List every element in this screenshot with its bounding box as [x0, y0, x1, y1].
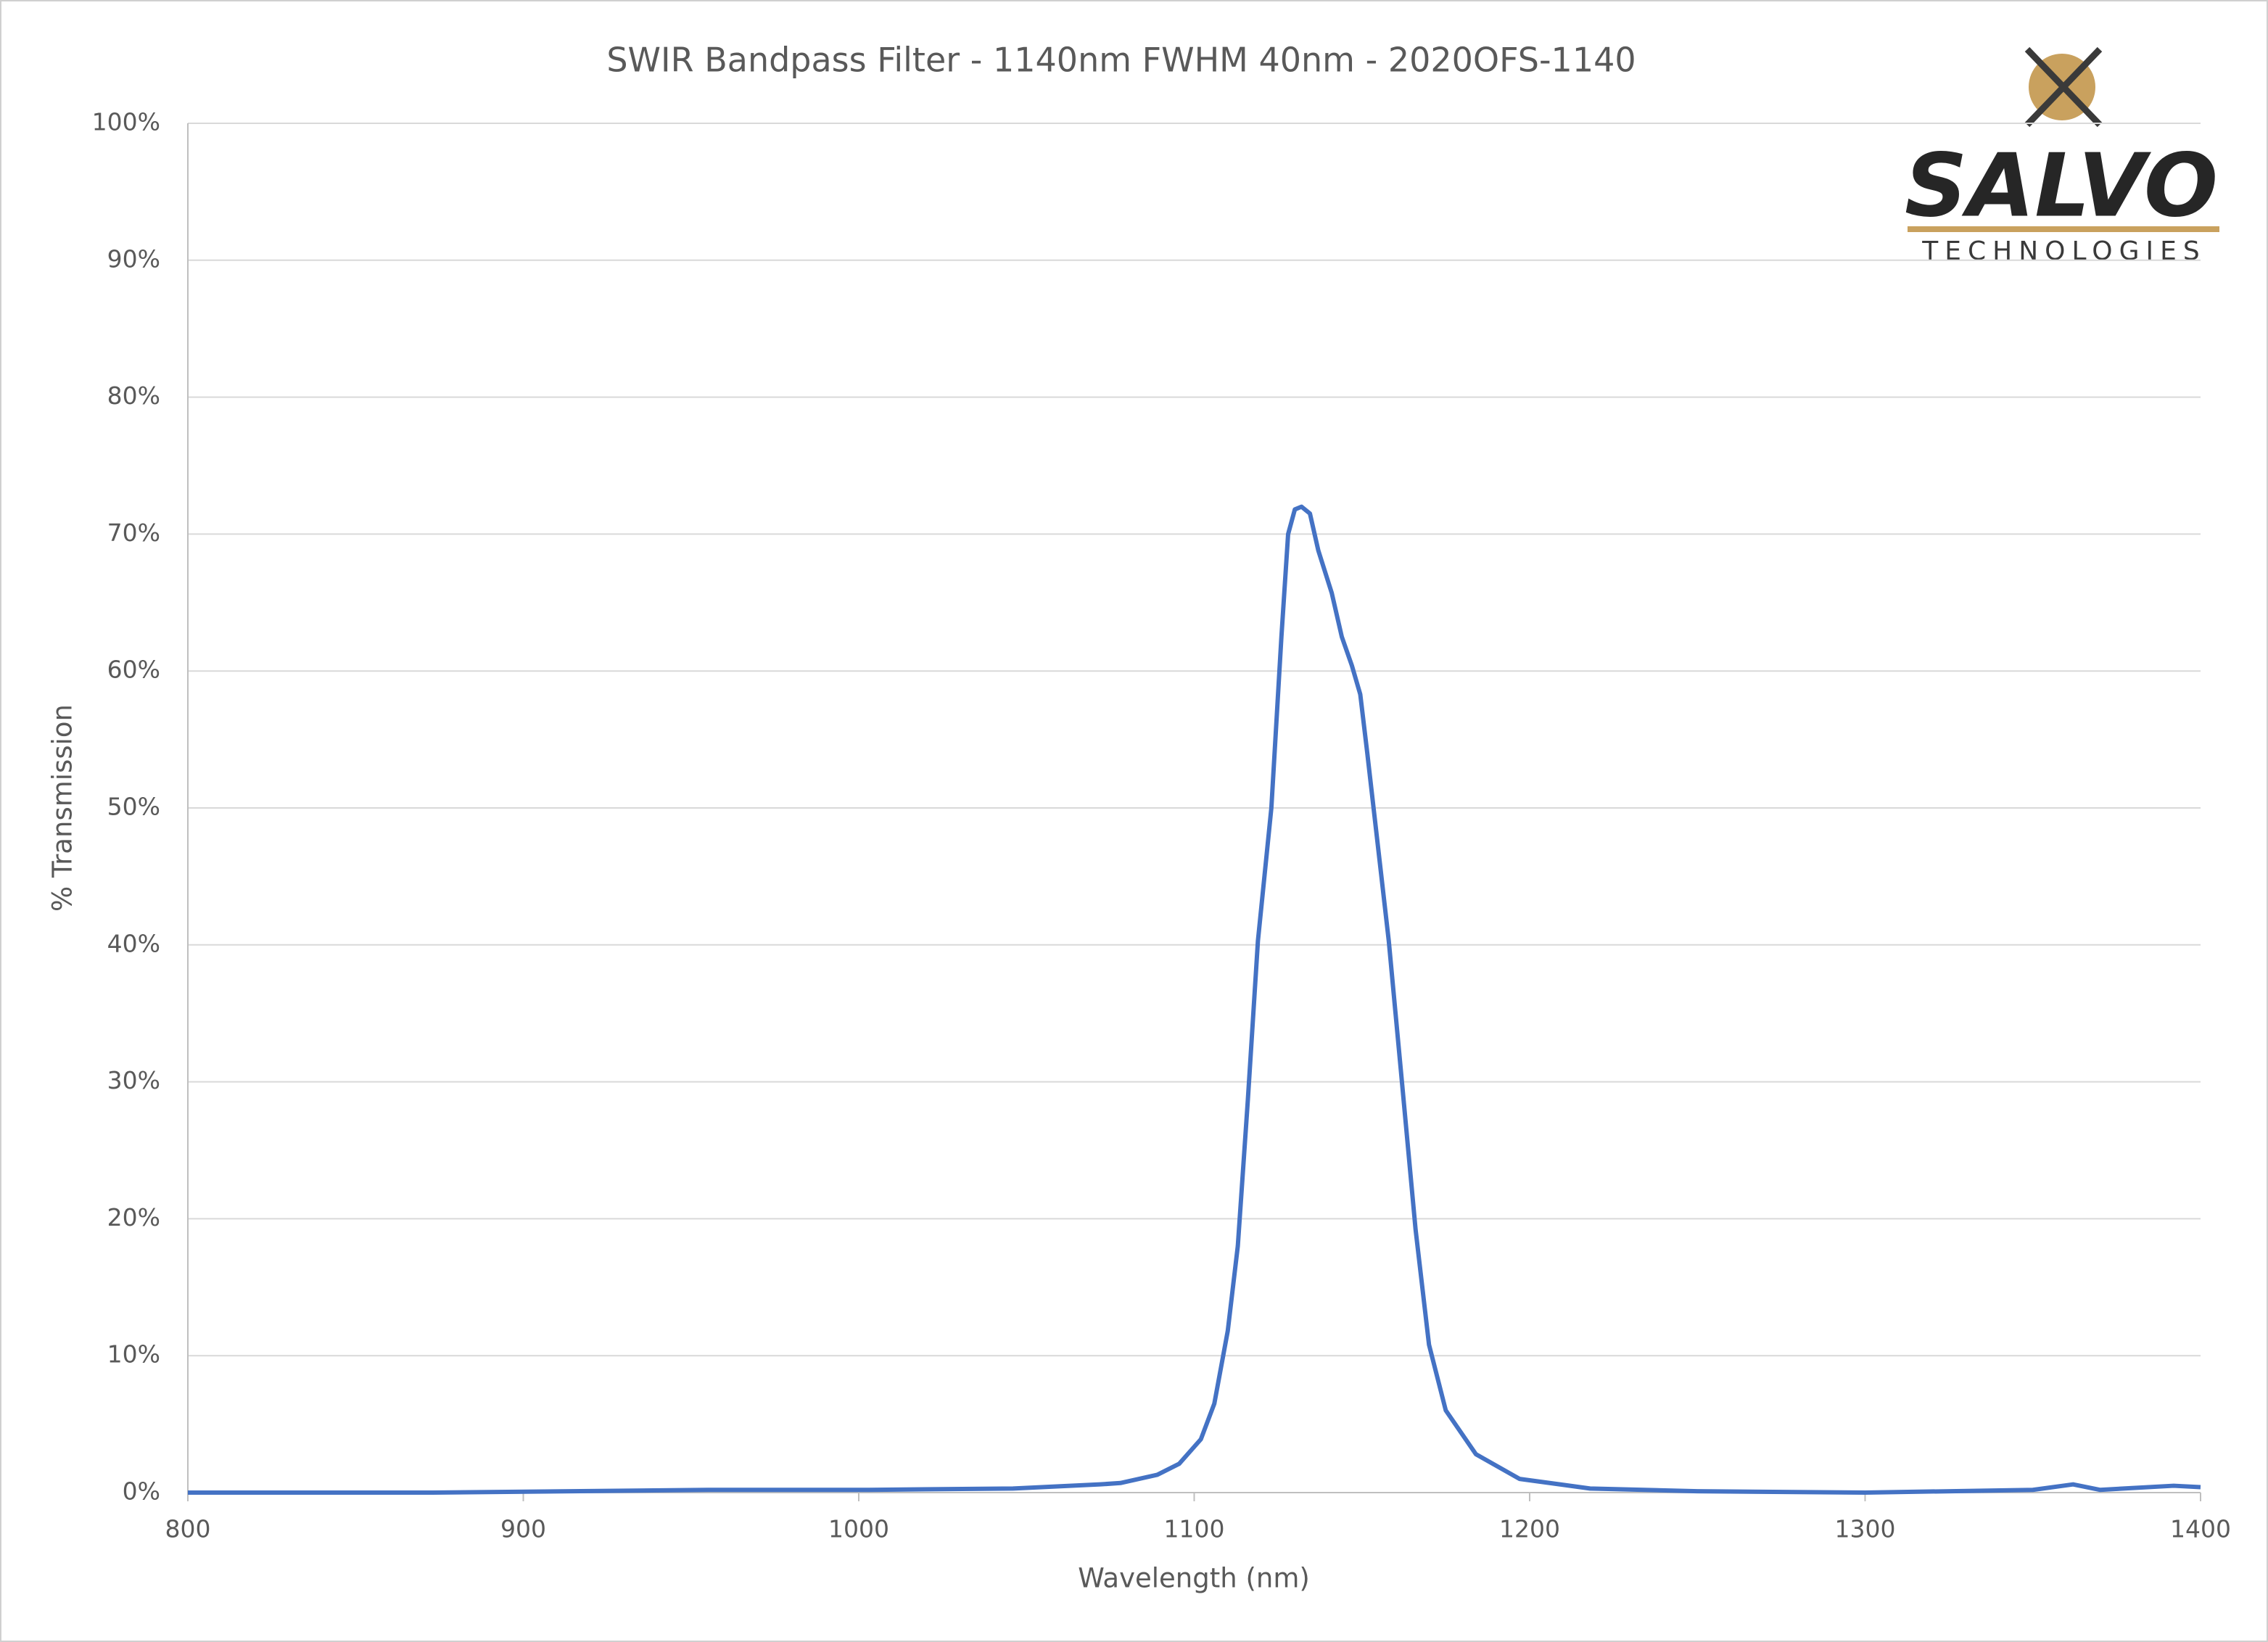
x-tick-label: 1000 — [828, 1515, 889, 1543]
logo-cross — [2024, 46, 2103, 128]
logo-bar — [1908, 226, 2219, 232]
logo: SALVO TECHNOLOGIES — [1905, 46, 2219, 266]
y-tick-label: 0% — [123, 1477, 160, 1506]
x-axis-title: Wavelength (nm) — [1078, 1563, 1310, 1594]
logo-name: SALVO — [1905, 136, 2218, 237]
data-line — [188, 504, 2201, 1495]
y-tick-label: 10% — [107, 1340, 160, 1369]
y-axis-title: % Transmission — [47, 704, 78, 912]
y-tick-label: 90% — [107, 244, 160, 273]
y-tick-label: 20% — [107, 1203, 160, 1232]
y-tick-label: 40% — [107, 929, 160, 957]
y-tick-label: 30% — [107, 1066, 160, 1094]
y-tick-label: 60% — [107, 656, 160, 684]
x-tick-label: 1300 — [1835, 1515, 1896, 1543]
x-tick-label: 800 — [165, 1515, 211, 1543]
x-tick-label: 1200 — [1499, 1515, 1560, 1543]
y-tick-label: 50% — [107, 793, 160, 821]
x-tick-label: 1100 — [1164, 1515, 1225, 1543]
logo-tagline: TECHNOLOGIES — [1921, 236, 2206, 266]
y-tick-label: 100% — [92, 108, 160, 136]
y-tick-label: 80% — [107, 381, 160, 410]
x-tick-label: 900 — [500, 1515, 546, 1543]
x-tick-label: 1400 — [2170, 1515, 2231, 1543]
chart-title: SWIR Bandpass Filter - 1140nm FWHM 40nm … — [606, 41, 1636, 80]
y-tick-label: 70% — [107, 519, 160, 547]
